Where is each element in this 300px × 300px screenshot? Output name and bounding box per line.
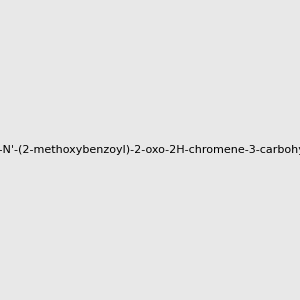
Text: 6-chloro-N'-(2-methoxybenzoyl)-2-oxo-2H-chromene-3-carbohydrazide: 6-chloro-N'-(2-methoxybenzoyl)-2-oxo-2H-…	[0, 145, 300, 155]
